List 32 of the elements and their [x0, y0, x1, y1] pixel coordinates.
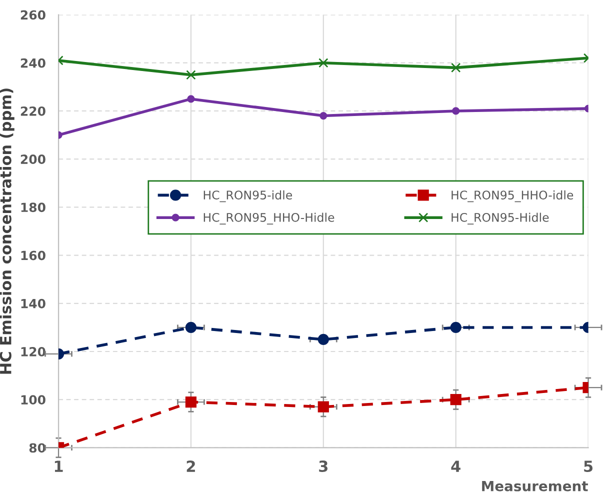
y-axis-title: HC Emission concentration (ppm)	[0, 88, 14, 374]
point	[186, 70, 196, 80]
x-tick-label: 1	[54, 460, 63, 472]
legend-label: HC_RON95-idle	[204, 190, 292, 202]
y-tick-label: 200	[20, 154, 46, 164]
x-tick-label: 5	[584, 460, 593, 472]
legend-label: HC_RON95-Hidle	[452, 212, 549, 224]
y-tick-label: 160	[21, 250, 46, 260]
legend-label: HC_RON95_HHO-Hidle	[204, 212, 334, 224]
point	[320, 112, 328, 120]
point	[450, 62, 461, 73]
point	[318, 401, 329, 412]
point	[318, 58, 328, 68]
y-tick-label: 120	[21, 346, 46, 356]
y-tick-label: 100	[21, 395, 46, 405]
x-axis-title: Measurement	[482, 480, 588, 492]
point	[185, 322, 197, 334]
point	[450, 394, 462, 406]
point	[450, 322, 462, 334]
legend-label: HC_RON95_HHO-idle	[452, 190, 574, 202]
x-tick-label: 4	[451, 460, 460, 472]
x-tick-label: 3	[319, 460, 328, 472]
point	[452, 107, 460, 115]
x-tick-label: 2	[186, 460, 195, 472]
y-tick-label: 180	[21, 202, 46, 212]
point	[185, 396, 197, 408]
y-tick-label: 140	[21, 298, 46, 308]
point	[318, 334, 329, 346]
y-tick-label: 240	[20, 58, 46, 68]
y-tick-label: 220	[20, 106, 46, 116]
y-tick-label: 260	[20, 10, 46, 20]
point	[187, 95, 195, 103]
